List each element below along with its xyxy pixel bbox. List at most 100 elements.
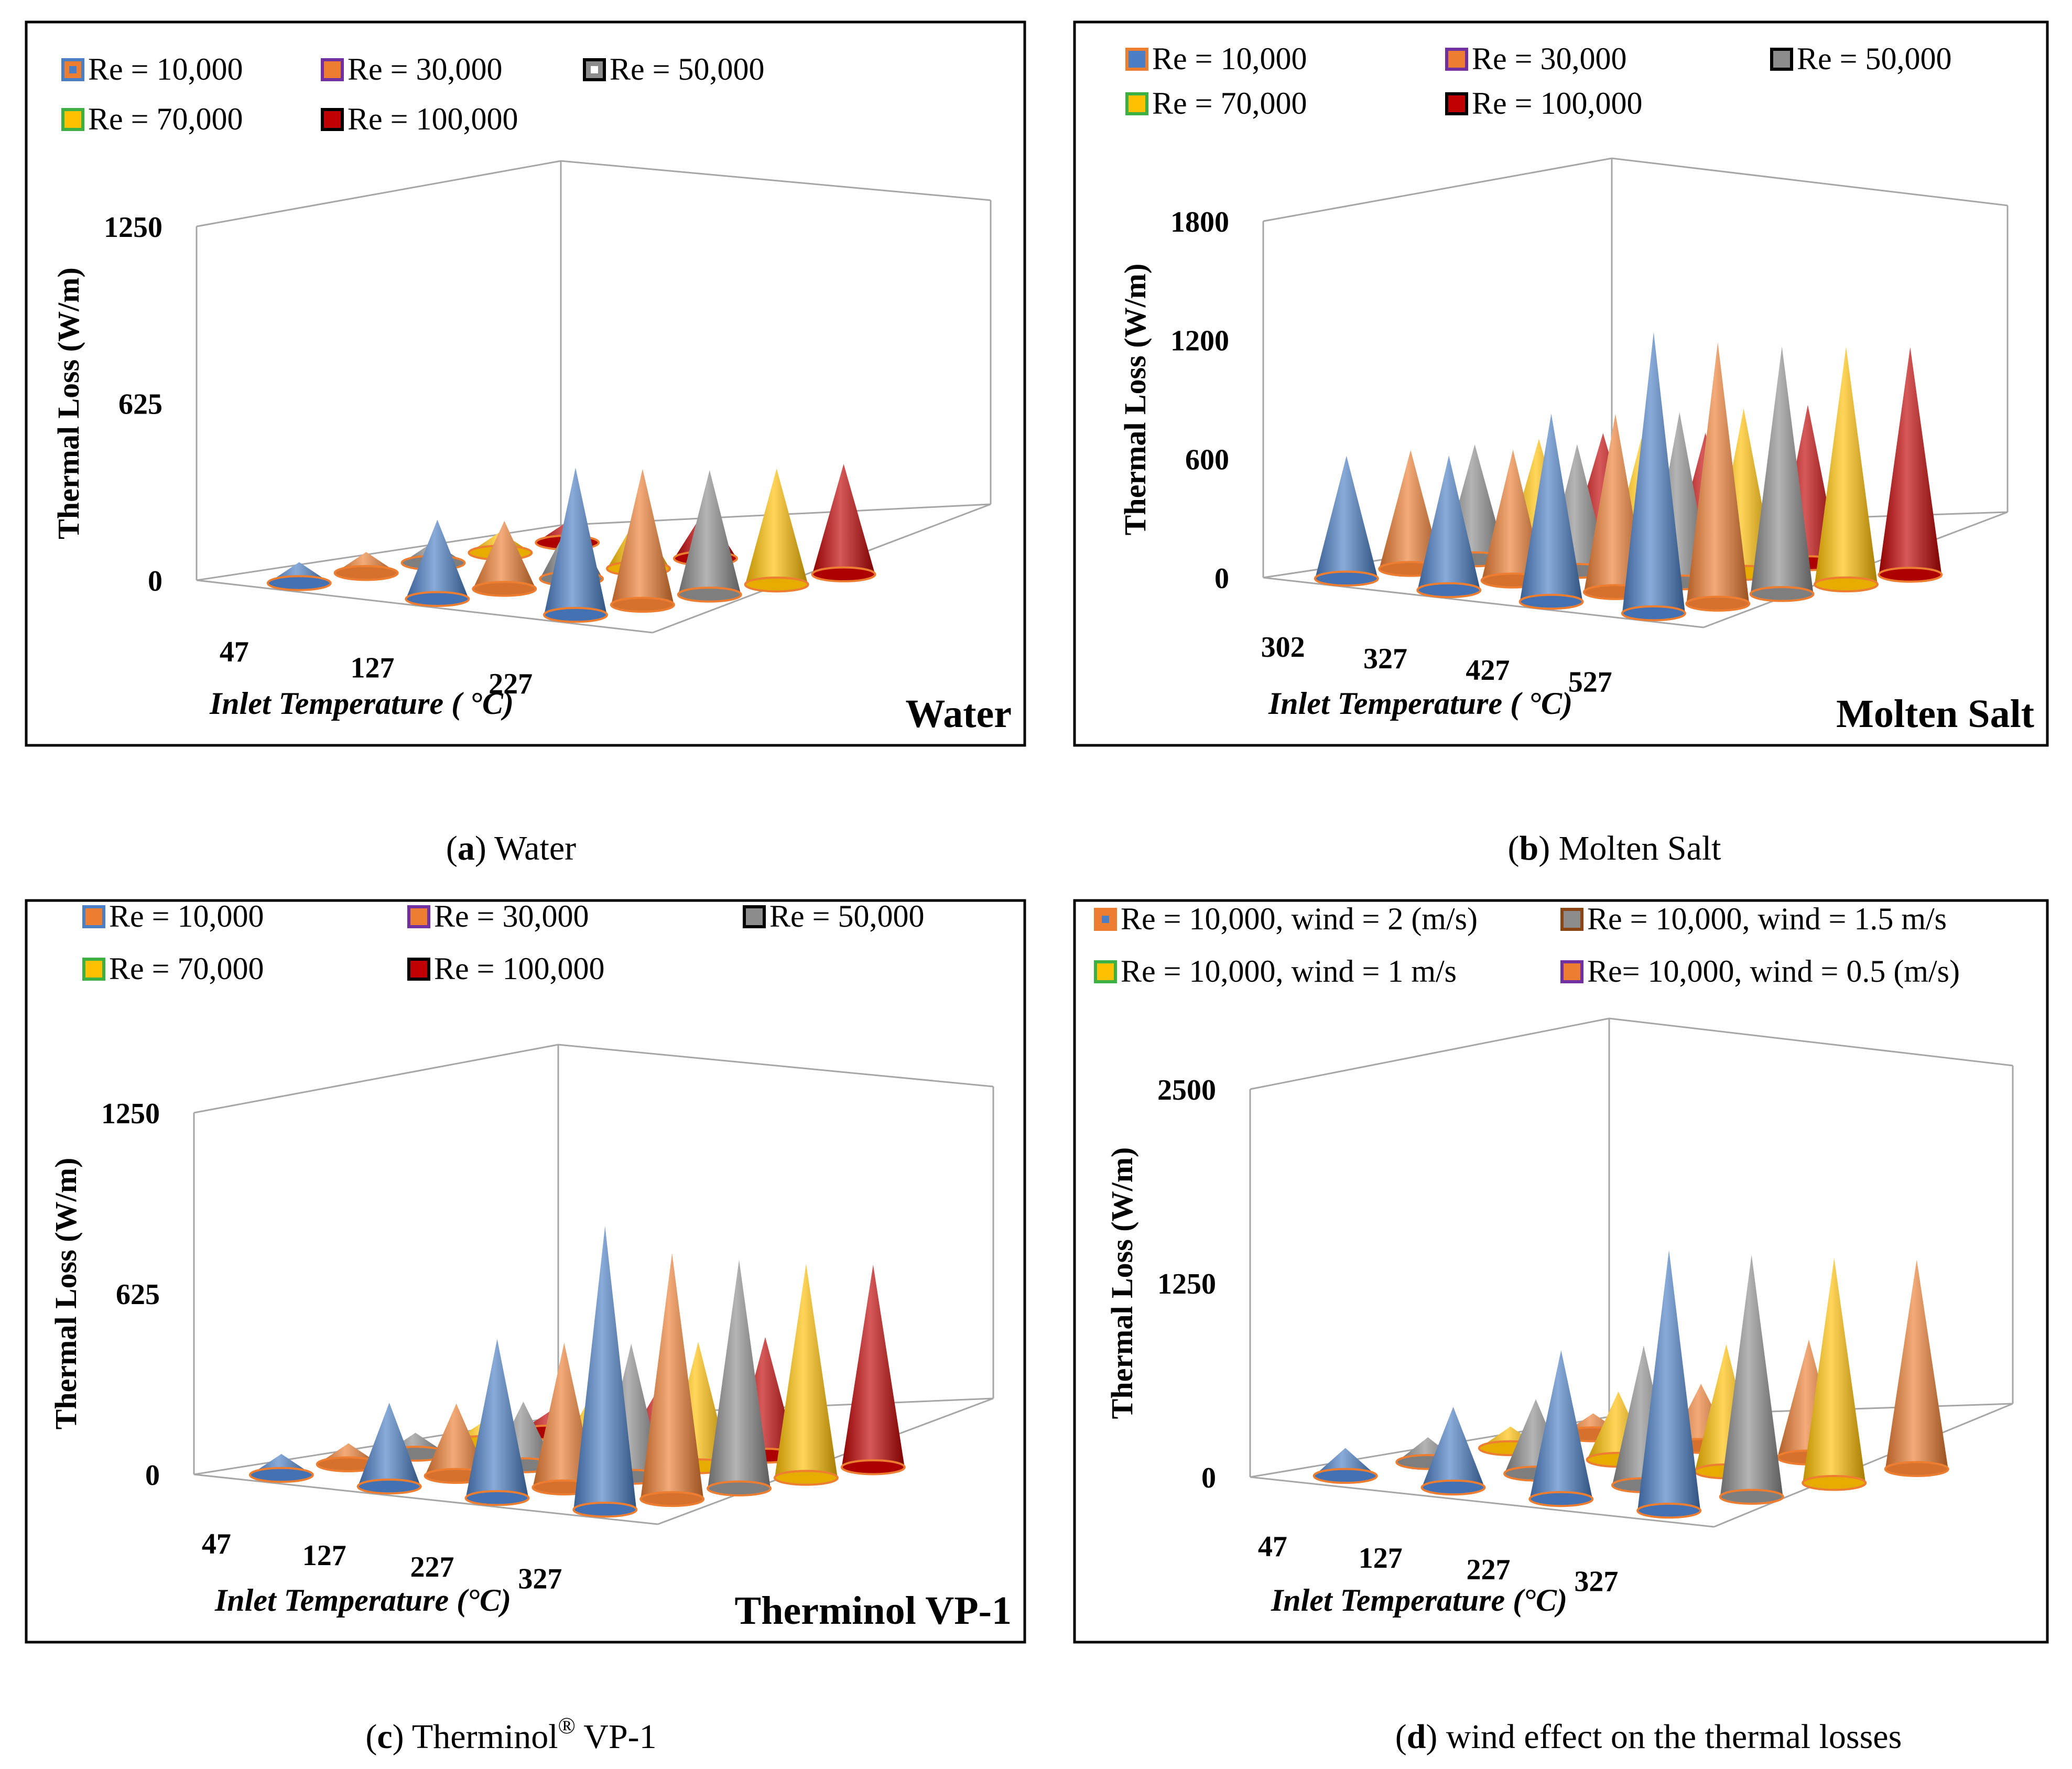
y-tick-label: 600	[1185, 443, 1229, 476]
legend-swatch-inner	[591, 66, 598, 73]
legend-swatch-inner	[751, 913, 758, 920]
cone-base	[1878, 567, 1943, 583]
y-axis-title: Thermal Loss (W/m)	[1118, 264, 1152, 536]
cone-base	[610, 596, 675, 613]
y-tick-label: 0	[148, 565, 162, 598]
legend-label: Re = 10,000	[109, 899, 264, 934]
legend-label: Re = 30,000	[434, 899, 589, 934]
x-tick-label: 227	[410, 1551, 454, 1583]
cone-mark	[1884, 1260, 1949, 1477]
floor-front-edge	[193, 1473, 658, 1525]
cone-base	[1312, 1468, 1378, 1484]
legend-entry: Re = 70,000	[61, 102, 243, 136]
x-tick-label: 227	[489, 668, 533, 700]
x-tick-label: 527	[1568, 666, 1612, 698]
cone-mark	[464, 1339, 530, 1506]
cone-mark	[610, 469, 675, 613]
cone-base	[639, 1491, 705, 1507]
legend-entry: Re = 100,000	[321, 102, 518, 136]
cone-base	[1802, 1475, 1867, 1491]
cone-base	[543, 606, 609, 623]
cone-base	[572, 1502, 638, 1518]
chart-panel-a: Re = 10,000 Re = 30,000 Re = 50,000 Re = 70…	[25, 20, 1026, 747]
y-tick-label: 625	[116, 1278, 160, 1311]
legend-label: Re = 100,000	[434, 951, 605, 986]
cone-mark	[1621, 332, 1686, 622]
x-tick-label: 47	[202, 1528, 231, 1560]
cone-base	[464, 1490, 530, 1506]
cone-base	[707, 1480, 772, 1496]
cone-mark	[707, 1260, 772, 1496]
legend-label: Re = 10,000, wind = 2 (m/s)	[1121, 902, 1478, 936]
x-tick-label: 47	[1258, 1531, 1287, 1563]
x-tick-label: 127	[302, 1539, 346, 1572]
legend-label: Re = 50,000	[610, 52, 765, 86]
cone-body	[544, 468, 608, 615]
legend-entry: Re = 50,000	[743, 899, 925, 934]
panel-caption: (a) Water	[446, 829, 576, 867]
cone-base	[1314, 570, 1379, 587]
x-axis-title: Inlet Temperature ( °C)	[1268, 686, 1572, 721]
cone-body	[678, 470, 741, 595]
cone-body	[406, 519, 469, 599]
cone-mark	[1685, 342, 1751, 612]
y-tick-label: 1250	[104, 211, 162, 244]
cone-mark	[1719, 1254, 1784, 1505]
cone-body	[1879, 347, 1942, 575]
legend-entry: Re = 30,000	[407, 899, 589, 934]
legend-label: Re= 10,000, wind = 0.5 (m/s)	[1587, 954, 1960, 989]
legend-swatch-inner	[1568, 916, 1576, 923]
top-right-edge	[1609, 1017, 2013, 1067]
y-axis-title: Thermal Loss (W/m)	[1105, 1147, 1139, 1419]
legend-swatch	[1125, 48, 1148, 71]
x-tick-label: 327	[1574, 1565, 1618, 1598]
panel-caption: (d) wind effect on the thermal losses	[1395, 1718, 1902, 1756]
cone-mark	[744, 468, 809, 593]
legend-swatch-inner	[1102, 968, 1109, 975]
legend-entry: Re = 30,000	[1445, 41, 1627, 76]
y-tick-label: 1250	[101, 1098, 160, 1130]
cone-body	[473, 520, 536, 589]
cone-body	[465, 1339, 529, 1499]
cone-mark	[248, 1453, 314, 1483]
cone-base	[840, 1459, 906, 1475]
cone-base	[405, 591, 470, 607]
legend-label: Re = 10,000	[88, 52, 243, 86]
legend-label: Re = 50,000	[1797, 41, 1952, 76]
cone-body	[1622, 332, 1685, 614]
chart-panel-c: Re = 10,000 Re = 30,000 Re = 50,000 Re = 70…	[25, 899, 1026, 1644]
legend-swatch-inner	[90, 913, 97, 920]
cone-mark	[405, 519, 470, 607]
cone-mark	[1813, 346, 1879, 593]
cone-body	[708, 1260, 771, 1489]
cone-base	[1528, 1491, 1594, 1507]
legend-swatch-inner	[1133, 56, 1141, 63]
cone-mark	[1528, 1350, 1594, 1507]
cone-base	[1685, 595, 1751, 612]
cone-mark	[1314, 455, 1379, 587]
cone-base	[773, 1470, 839, 1486]
legend-label: Re = 50,000	[769, 899, 925, 934]
cone-base	[1416, 582, 1482, 599]
legend-entry: Re = 10,000	[82, 899, 264, 934]
y-tick-label: 625	[118, 388, 162, 421]
legend-entry: Re = 10,000, wind = 2 (m/s)	[1094, 902, 1478, 936]
legend-label: Re = 70,000	[109, 951, 264, 986]
floor-front-edge	[1250, 1476, 1715, 1528]
y-axis-title: Thermal Loss (W/m)	[51, 267, 85, 539]
x-tick-label: 302	[1261, 631, 1305, 664]
cone-mark	[1749, 346, 1815, 602]
x-tick-label: 227	[1467, 1554, 1511, 1586]
top-right-edge	[560, 160, 991, 201]
y-tick-label: 0	[1214, 562, 1229, 595]
cone-body	[841, 1264, 905, 1468]
legend-entry: Re = 10,000, wind = 1 m/s	[1094, 954, 1457, 989]
cone-mark	[1636, 1250, 1702, 1519]
cone-body	[425, 1403, 488, 1476]
cone-base	[1420, 1479, 1486, 1496]
x-tick-label: 127	[1359, 1542, 1403, 1575]
legend-swatch	[1560, 908, 1583, 931]
legend-entry: Re = 10,000, wind = 1.5 m/s	[1560, 902, 1947, 936]
cone-mark	[472, 520, 537, 597]
